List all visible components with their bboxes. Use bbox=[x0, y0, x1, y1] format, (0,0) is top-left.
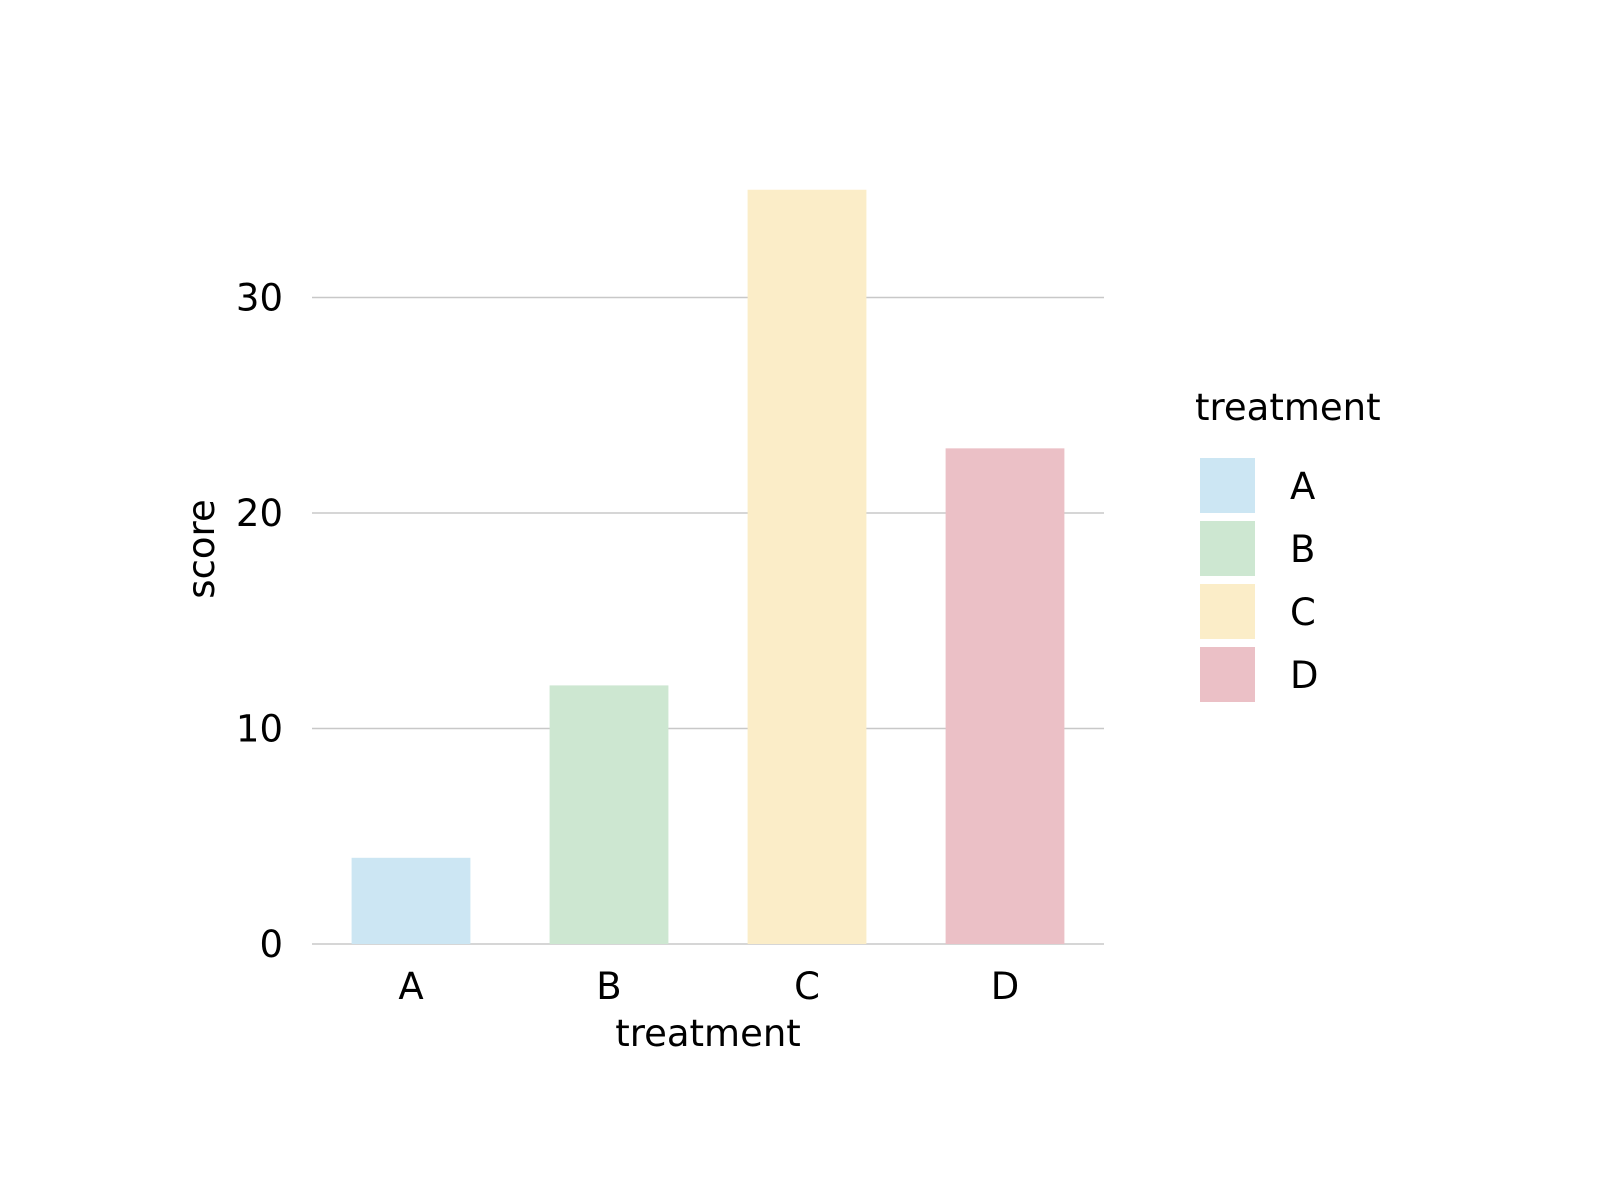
legend-title: treatment bbox=[1195, 386, 1381, 429]
y-tick-label: 30 bbox=[236, 277, 283, 320]
y-tick-label: 10 bbox=[236, 708, 283, 751]
x-axis-ticks: A B C D bbox=[398, 965, 1019, 1008]
legend-label: B bbox=[1290, 528, 1315, 571]
legend-swatch-a bbox=[1200, 458, 1255, 513]
y-tick-label: 0 bbox=[259, 923, 283, 966]
legend-swatch-d bbox=[1200, 647, 1255, 702]
bar-b bbox=[549, 685, 669, 944]
y-tick-label: 20 bbox=[236, 492, 283, 535]
legend-label: A bbox=[1290, 465, 1315, 508]
legend-swatch-b bbox=[1200, 521, 1255, 576]
bars bbox=[351, 189, 1065, 944]
y-axis-ticks: 0 10 20 30 bbox=[236, 277, 283, 967]
legend-label: D bbox=[1290, 654, 1319, 697]
bar-d bbox=[945, 448, 1065, 944]
bar-a bbox=[351, 857, 471, 944]
x-tick-label: A bbox=[398, 965, 423, 1008]
legend-label: C bbox=[1290, 591, 1316, 634]
legend-swatch-c bbox=[1200, 584, 1255, 639]
x-tick-label: B bbox=[596, 965, 621, 1008]
x-tick-label: D bbox=[991, 965, 1020, 1008]
y-axis-title: score bbox=[180, 499, 223, 598]
x-axis-title: treatment bbox=[615, 1012, 801, 1055]
bar-c bbox=[747, 189, 867, 944]
x-tick-label: C bbox=[794, 965, 820, 1008]
